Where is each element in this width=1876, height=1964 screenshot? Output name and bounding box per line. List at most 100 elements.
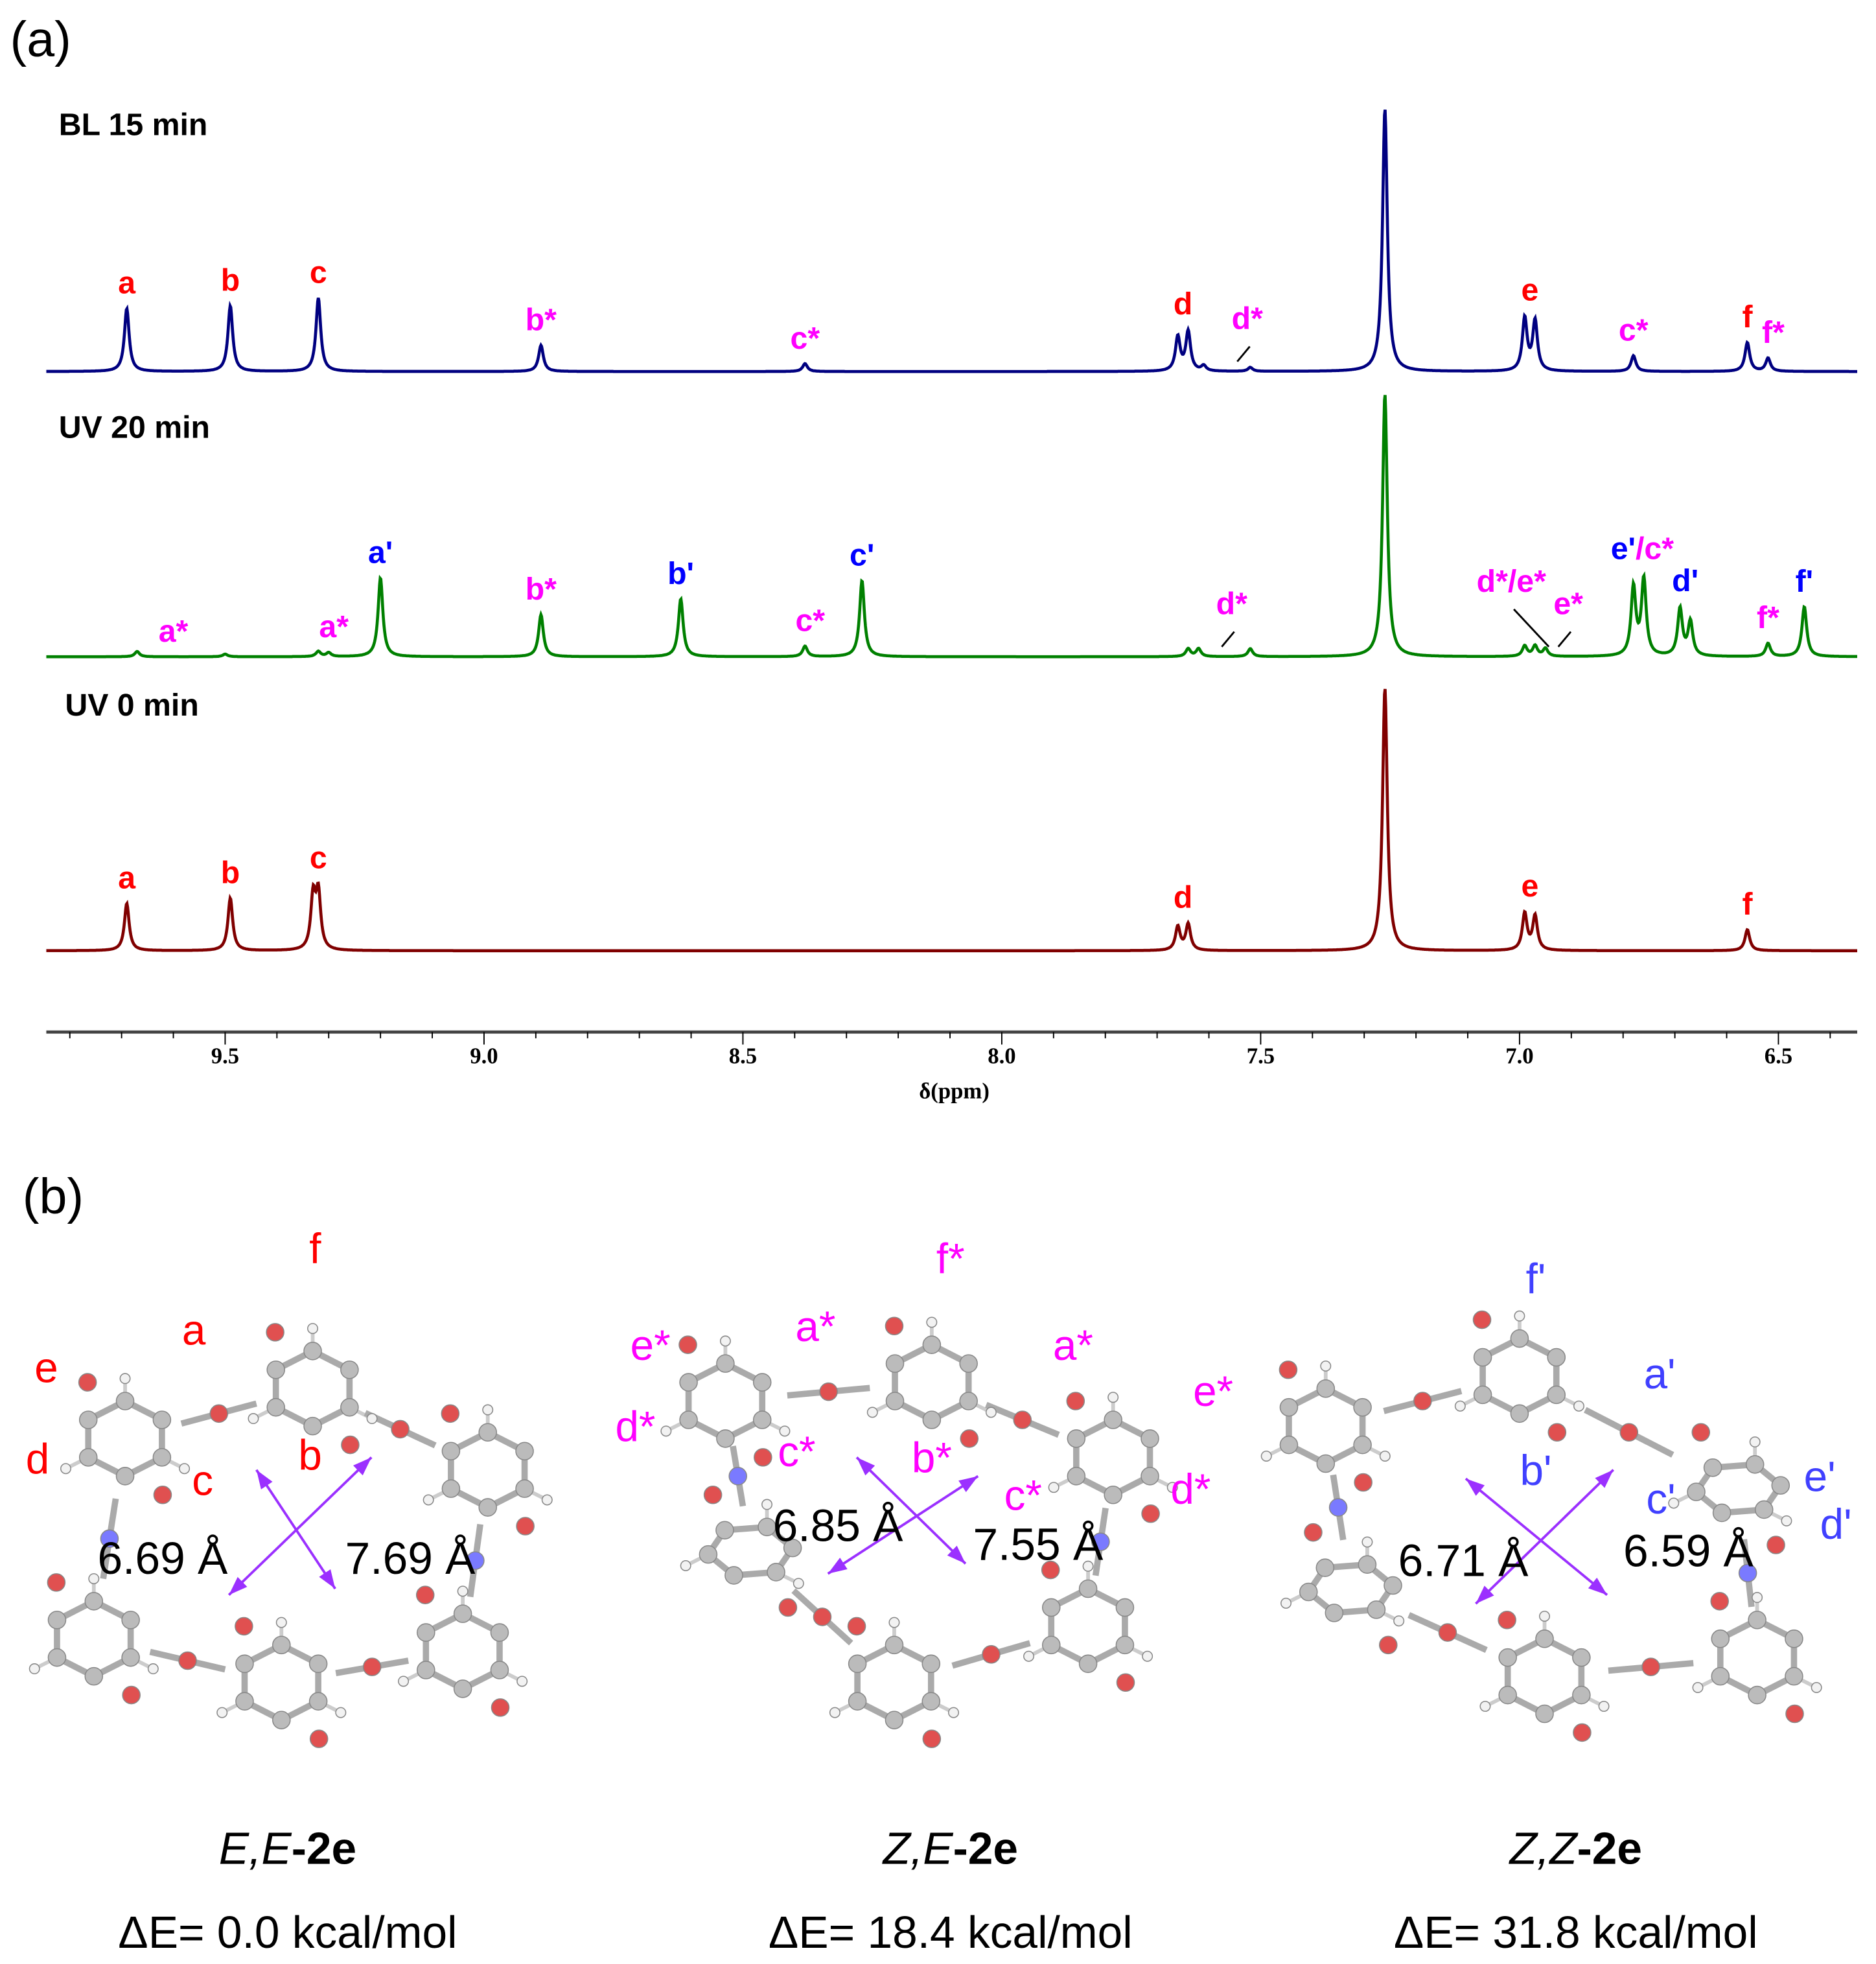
distance-label: 7.69 Å: [345, 1533, 476, 1584]
atom: [490, 1623, 509, 1642]
atom: [362, 1657, 382, 1676]
peak-label: c: [310, 255, 327, 290]
atom: [1141, 1467, 1159, 1486]
atom: [391, 1420, 410, 1439]
atom: [1619, 1423, 1639, 1442]
proton-label: c': [1646, 1475, 1675, 1523]
atom: [178, 1651, 197, 1670]
isomer-config: E,E: [219, 1823, 292, 1874]
atom: [1711, 1629, 1730, 1648]
atom: [866, 1407, 878, 1418]
atom: [1687, 1482, 1706, 1501]
atom: [147, 1663, 159, 1675]
atom: [115, 1467, 135, 1486]
atom: [1379, 1450, 1391, 1462]
atom: [1260, 1450, 1272, 1462]
atom: [922, 1335, 942, 1354]
atom: [179, 1463, 191, 1475]
atom: [1510, 1329, 1529, 1348]
atom: [266, 1397, 285, 1417]
proton-label: e*: [1193, 1368, 1233, 1415]
atom: [1479, 1700, 1491, 1712]
atom: [1304, 1523, 1323, 1542]
atom: [1438, 1623, 1457, 1642]
nmr-spectra: BL 15 min a b c b* c* d d* e c* f f* UV 20 min a* a* a'…: [46, 107, 1858, 953]
peak-label: d: [1174, 880, 1192, 915]
peak-label: f': [1796, 564, 1814, 599]
atom: [1691, 1423, 1711, 1442]
atom: [1091, 1532, 1110, 1551]
distance-arrow: [827, 1475, 979, 1575]
atom: [1041, 1598, 1061, 1617]
atom: [1472, 1310, 1492, 1329]
atom: [1358, 1555, 1377, 1574]
atom: [417, 1623, 435, 1642]
atom: [761, 1499, 773, 1510]
atom: [453, 1604, 472, 1623]
atom: [1384, 1576, 1402, 1595]
atom: [1572, 1685, 1591, 1705]
atom: [699, 1545, 718, 1564]
peak-label: d: [1174, 286, 1192, 321]
tick-label: 7.0: [1505, 1043, 1533, 1068]
atom: [1107, 1392, 1119, 1403]
atom: [1142, 1650, 1153, 1662]
atom: [209, 1404, 229, 1423]
proton-label: d*: [615, 1403, 655, 1450]
atom: [1041, 1635, 1061, 1655]
atom: [1316, 1379, 1336, 1398]
distance-label: 6.71 Å: [1398, 1536, 1529, 1586]
proton-label: f*: [936, 1235, 965, 1283]
atom: [441, 1479, 461, 1498]
atom: [1320, 1360, 1332, 1372]
atom: [235, 1617, 253, 1636]
atom: [29, 1663, 40, 1675]
atom: [848, 1692, 867, 1711]
proton-label: b*: [912, 1434, 952, 1482]
peak-label: a*: [319, 609, 349, 644]
atom: [1748, 1610, 1766, 1630]
atom: [482, 1404, 494, 1416]
isomer-title: Z,Z-2e: [1508, 1823, 1642, 1874]
atom: [266, 1323, 284, 1342]
atom: [1811, 1681, 1822, 1693]
proton-label: c*: [1004, 1471, 1042, 1519]
peak-label: a*: [159, 614, 189, 649]
tick-label: 9.5: [211, 1043, 239, 1068]
atom: [121, 1648, 140, 1667]
spectrum-name: BL 15 min: [59, 107, 208, 142]
tick-label: 8.5: [729, 1043, 757, 1068]
distance-label: 6.59 Å: [1623, 1525, 1754, 1576]
peak-label: e: [1521, 272, 1538, 307]
atom: [366, 1413, 378, 1425]
atom: [1116, 1673, 1135, 1692]
arrow-head-icon: [229, 1576, 248, 1595]
x-axis: 9.5 9.0 8.5 8.0 7.5 7.0 6.5: [46, 1030, 1858, 1068]
peak-label: a: [118, 861, 136, 896]
atom: [1703, 1458, 1722, 1477]
atom: [1454, 1400, 1466, 1412]
proton-label: a*: [795, 1303, 835, 1350]
atom: [660, 1425, 672, 1437]
compound-id: -2e: [953, 1823, 1018, 1874]
peak-label: f: [1742, 887, 1753, 922]
atom: [1353, 1397, 1372, 1417]
atom: [1279, 1435, 1299, 1455]
peak-label: c*: [795, 603, 825, 638]
distance-arrow: [1475, 1469, 1615, 1605]
atom: [724, 1566, 743, 1585]
atom: [1141, 1504, 1160, 1523]
atom: [515, 1442, 534, 1461]
atom: [1023, 1650, 1035, 1662]
atom: [783, 1538, 802, 1558]
atom: [453, 1679, 472, 1698]
atom: [398, 1676, 410, 1687]
atom: [779, 1425, 791, 1437]
atom: [1711, 1666, 1730, 1686]
atom: [847, 1617, 866, 1636]
atom: [888, 1617, 900, 1628]
atom: [948, 1707, 960, 1718]
distance-label: 7.55 Å: [973, 1519, 1104, 1570]
atom: [415, 1585, 435, 1604]
atom: [680, 1560, 691, 1571]
